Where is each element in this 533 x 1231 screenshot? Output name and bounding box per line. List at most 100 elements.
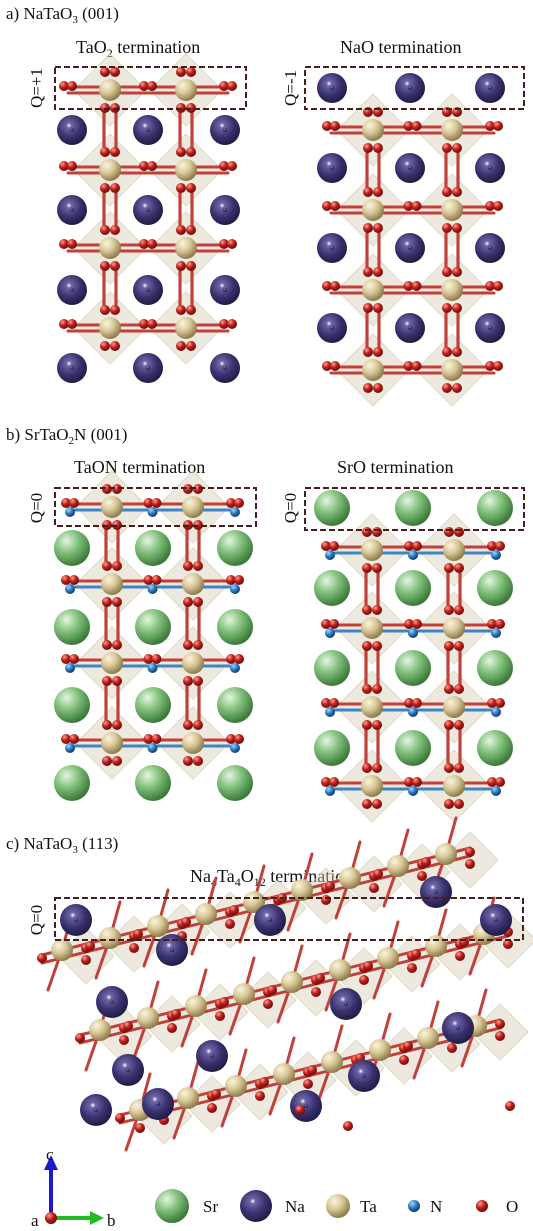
nitrogen-atom bbox=[230, 507, 240, 517]
oxygen-atom bbox=[267, 985, 277, 995]
oxygen-atom bbox=[452, 303, 462, 313]
oxygen-atom bbox=[495, 777, 505, 787]
oxygen-atom bbox=[362, 563, 372, 573]
oxygen-atom bbox=[404, 777, 414, 787]
oxygen-atom bbox=[495, 619, 505, 629]
oxygen-atom bbox=[407, 963, 417, 973]
strontium-atom bbox=[217, 530, 253, 566]
oxygen-atom bbox=[100, 183, 110, 193]
oxygen-atom bbox=[485, 201, 495, 211]
na-highlight bbox=[304, 1104, 308, 1108]
oxygen-atom bbox=[81, 955, 91, 965]
tantalum-atom bbox=[441, 119, 463, 141]
oxygen-atom bbox=[442, 303, 452, 313]
oxygen-atom bbox=[186, 341, 196, 351]
panel-c-113-slab bbox=[37, 816, 533, 1152]
oxygen-atom bbox=[485, 121, 495, 131]
oxygen-atom bbox=[372, 799, 382, 809]
oxygen-atom bbox=[135, 1123, 145, 1133]
tantalum-atom bbox=[175, 159, 197, 181]
oxygen-atom bbox=[493, 121, 503, 131]
legend-sr-swatch bbox=[155, 1189, 189, 1223]
oxygen-atom bbox=[465, 859, 475, 869]
oxygen-atom bbox=[61, 498, 71, 508]
oxygen-atom bbox=[487, 541, 497, 551]
strontium-atom bbox=[314, 730, 350, 766]
oxygen-atom bbox=[454, 720, 464, 730]
oxygen-atom bbox=[444, 563, 454, 573]
nitrogen-atom bbox=[408, 550, 418, 560]
na-highlight bbox=[110, 1000, 114, 1004]
na-highlight bbox=[210, 1054, 214, 1058]
oxygen-atom bbox=[362, 763, 372, 773]
oxygen-atom bbox=[330, 281, 340, 291]
oxygen-atom bbox=[234, 734, 244, 744]
oxygen-atom bbox=[139, 239, 149, 249]
oxygen-atom bbox=[363, 187, 373, 197]
oxygen-atom bbox=[362, 527, 372, 537]
oxygen-atom bbox=[329, 541, 339, 551]
tantalum-atom bbox=[195, 903, 217, 925]
oxygen-atom bbox=[183, 640, 193, 650]
oxygen-atom bbox=[411, 201, 422, 211]
oxygen-atom bbox=[452, 267, 462, 277]
legend-na-swatch bbox=[240, 1190, 272, 1222]
tantalum-atom bbox=[329, 959, 351, 981]
oxygen-atom bbox=[193, 720, 203, 730]
oxygen-atom bbox=[412, 698, 422, 708]
oxygen-atom bbox=[321, 619, 331, 629]
oxygen-atom bbox=[219, 239, 229, 249]
oxygen-atom bbox=[37, 953, 47, 963]
panel-c-label: c) NaTaO3 (113) bbox=[6, 834, 118, 856]
strontium-atom bbox=[314, 650, 350, 686]
tantalum-atom bbox=[147, 915, 169, 937]
nitrogen-atom bbox=[325, 628, 335, 638]
oxygen-atom bbox=[176, 183, 186, 193]
oxygen-atom bbox=[454, 527, 464, 537]
oxygen-atom bbox=[452, 143, 462, 153]
oxygen-atom bbox=[207, 1103, 217, 1113]
oxygen-atom bbox=[444, 720, 454, 730]
strontium-atom bbox=[54, 609, 90, 645]
oxygen-atom bbox=[359, 975, 369, 985]
axes-indicator: c a b bbox=[31, 1145, 116, 1230]
oxygen-atom bbox=[404, 619, 414, 629]
oxygen-atom bbox=[403, 361, 414, 371]
oxygen-atom bbox=[183, 561, 193, 571]
oxygen-atom bbox=[363, 223, 373, 233]
nitrogen-atom bbox=[230, 584, 240, 594]
strontium-atom bbox=[395, 650, 431, 686]
nitrogen-atom bbox=[408, 707, 418, 717]
oxygen-atom bbox=[193, 561, 203, 571]
oxygen-atom bbox=[403, 121, 414, 131]
oxygen-atom bbox=[503, 939, 513, 949]
na-highlight bbox=[408, 246, 412, 250]
na-highlight bbox=[488, 326, 492, 330]
oxygen-atom bbox=[322, 281, 332, 291]
strontium-atom bbox=[54, 530, 90, 566]
oxygen-atom bbox=[321, 698, 331, 708]
na-highlight bbox=[408, 326, 412, 330]
strontium-atom bbox=[135, 609, 171, 645]
na-highlight bbox=[70, 128, 74, 132]
oxygen-atom bbox=[372, 720, 382, 730]
oxygen-atom bbox=[143, 575, 154, 585]
oxygen-atom bbox=[176, 147, 186, 157]
oxygen-atom bbox=[133, 929, 143, 939]
tantalum-atom bbox=[175, 317, 197, 339]
nitrogen-atom bbox=[147, 507, 158, 517]
strontium-atom bbox=[217, 609, 253, 645]
oxygen-atom bbox=[455, 951, 465, 961]
oxygen-atom bbox=[255, 1091, 265, 1101]
oxygen-atom bbox=[183, 597, 193, 607]
oxygen-atom bbox=[444, 763, 454, 773]
oxygen-atom bbox=[225, 919, 235, 929]
panel-a-left-charge: Q=+1 bbox=[27, 68, 46, 108]
tantalum-atom bbox=[137, 1007, 159, 1029]
oxygen-atom bbox=[102, 597, 112, 607]
oxygen-atom bbox=[373, 383, 383, 393]
oxygen-atom bbox=[412, 619, 422, 629]
oxygen-atom bbox=[447, 1043, 457, 1053]
oxygen-atom bbox=[311, 987, 321, 997]
oxygen-atom bbox=[61, 575, 71, 585]
